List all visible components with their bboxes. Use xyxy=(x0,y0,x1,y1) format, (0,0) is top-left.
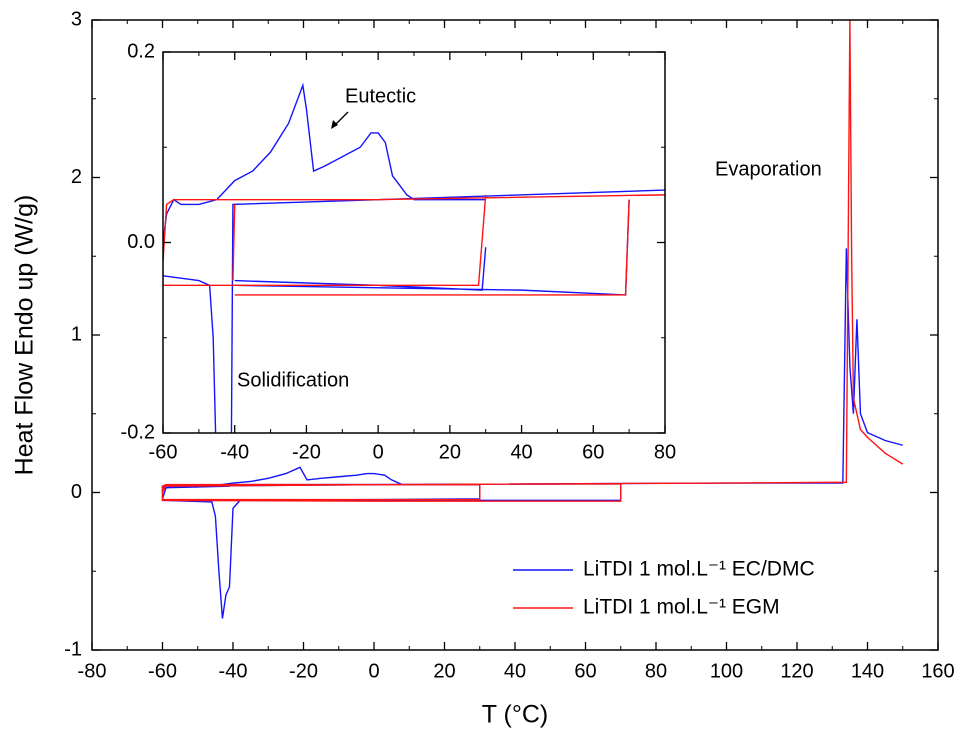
main-plot: -80 -60 -40 -20 0 20 40 60 80 100 120 140 160 -1 0 1 2 3 T… xyxy=(11,8,955,728)
x-tick-label: 60 xyxy=(582,441,604,463)
y-axis-label: Heat Flow Endo up (W/g) xyxy=(11,195,39,476)
x-tick-label: 140 xyxy=(851,660,884,682)
legend-label: LiTDI 1 mol.L⁻¹ EC/DMC xyxy=(583,558,815,581)
x-tick-label: 0 xyxy=(373,441,384,463)
x-tick-label: -40 xyxy=(219,660,248,682)
x-tick-label: 80 xyxy=(645,660,667,682)
x-tick-label: -20 xyxy=(292,441,321,463)
x-tick-label: 60 xyxy=(574,660,596,682)
x-axis-label: T (°C) xyxy=(482,701,548,729)
x-tick-label: -60 xyxy=(149,441,178,463)
annotation: Eutectic xyxy=(345,85,416,107)
x-tick-label: 160 xyxy=(921,660,954,682)
x-tick-label: 40 xyxy=(504,660,526,682)
x-tick-label: -20 xyxy=(289,660,318,682)
y-tick-label: 0.2 xyxy=(127,40,155,62)
x-tick-label: 80 xyxy=(654,441,676,463)
y-tick-label: -0.2 xyxy=(121,421,155,443)
x-tick-label: -80 xyxy=(78,660,107,682)
x-tick-label: 120 xyxy=(780,660,813,682)
legend-label: LiTDI 1 mol.L⁻¹ EGM xyxy=(583,596,780,619)
annotation: Evaporation xyxy=(715,158,822,180)
data-line xyxy=(163,194,665,296)
x-tick-label: 20 xyxy=(433,660,455,682)
x-tick-label: 100 xyxy=(710,660,743,682)
y-tick-label: 3 xyxy=(71,8,82,30)
inset-background xyxy=(163,52,665,433)
y-tick-label: 0 xyxy=(71,481,82,503)
y-tick-label: -1 xyxy=(64,638,82,660)
data-line xyxy=(161,20,904,502)
y-tick-label: 0.0 xyxy=(127,231,155,253)
annotation: Solidification xyxy=(237,369,349,391)
y-tick-label: 1 xyxy=(71,323,82,345)
arrow-head xyxy=(331,120,338,129)
x-tick-label: -60 xyxy=(148,660,177,682)
x-tick-label: -40 xyxy=(220,441,249,463)
x-tick-label: 0 xyxy=(368,660,379,682)
x-tick-label: 40 xyxy=(510,441,532,463)
inset-plot: -60 -40 -20 0 20 40 60 80 -0.2 0.0 0.2 Eutectic Soli… xyxy=(121,40,677,463)
y-tick-label: 2 xyxy=(71,166,82,188)
x-tick-label: 20 xyxy=(439,441,461,463)
